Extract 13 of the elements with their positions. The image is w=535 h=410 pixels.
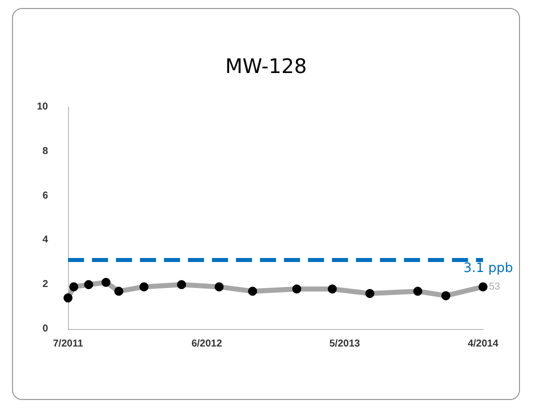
y-tick-label: 2 bbox=[42, 279, 48, 290]
ref-line-label: 3.1 ppb bbox=[463, 261, 513, 276]
annotation: 53 bbox=[489, 281, 501, 292]
y-tick-label: 10 bbox=[36, 102, 48, 112]
x-tick-label: 4/2014 bbox=[468, 338, 499, 350]
x-tick-label: 5/2013 bbox=[329, 338, 360, 350]
y-tick-label: 0 bbox=[42, 324, 48, 334]
chart-title: MW-128 bbox=[225, 54, 307, 78]
y-tick-label: 8 bbox=[42, 146, 48, 157]
y-tick-label: 6 bbox=[42, 190, 48, 202]
y-tick-label: 4 bbox=[42, 234, 48, 246]
x-tick-label: 6/2012 bbox=[191, 338, 222, 350]
x-tick-label: 7/2011 bbox=[52, 338, 84, 350]
